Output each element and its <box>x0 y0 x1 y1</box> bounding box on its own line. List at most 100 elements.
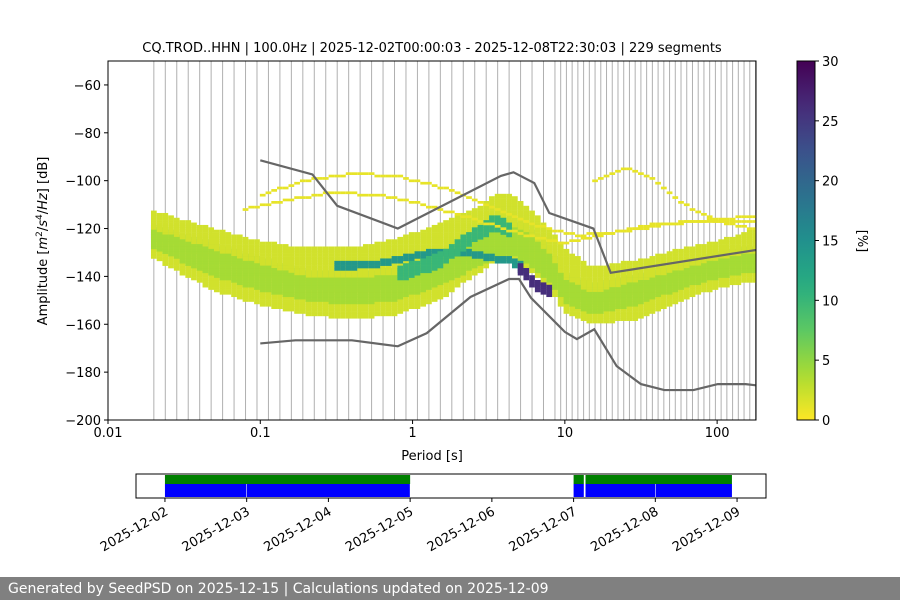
psd-cell <box>351 248 358 252</box>
psd-cell <box>150 220 157 223</box>
psd-cell <box>494 196 501 199</box>
psd-cell <box>592 308 598 312</box>
psd-cell <box>219 282 226 286</box>
psd-cell <box>695 253 702 257</box>
psd-cell <box>328 253 335 257</box>
psd-cell <box>626 282 633 286</box>
psd-cell <box>534 227 541 231</box>
psd-cell <box>156 251 163 254</box>
psd-cell <box>678 277 684 281</box>
psd-cell <box>299 294 306 298</box>
psd-cell <box>254 268 260 271</box>
psd-cell <box>592 265 598 269</box>
psd-cell <box>173 222 180 226</box>
psd-cell <box>546 282 553 286</box>
psd-cell <box>683 296 690 300</box>
psd-cell <box>666 291 673 295</box>
psd-cell <box>741 277 747 281</box>
psd-cell <box>351 301 358 305</box>
psd-cell <box>219 275 226 278</box>
psd-cell <box>626 318 633 321</box>
psd-cell <box>351 268 358 271</box>
psd-cell <box>351 303 358 307</box>
psd-cell <box>185 224 192 228</box>
psd-cell <box>403 294 409 298</box>
psd-cell <box>557 289 564 293</box>
psd-cell <box>294 277 300 281</box>
psd-cell <box>168 248 174 252</box>
psd-cell <box>569 301 576 305</box>
psd-cell <box>477 217 484 221</box>
psd-cell <box>689 253 696 257</box>
psd-cell <box>265 296 272 300</box>
psd-cell <box>712 284 719 288</box>
psd-cell <box>414 251 421 254</box>
psd-cell <box>546 244 553 247</box>
psd-cell <box>729 236 736 240</box>
psd-cell <box>420 279 427 283</box>
psd-cell <box>615 294 621 298</box>
psd-cell <box>466 246 472 250</box>
psd-cell <box>173 239 180 242</box>
psd-cell <box>299 277 306 281</box>
psd-cell <box>712 248 719 252</box>
psd-cell <box>380 248 386 252</box>
psd-cell <box>580 270 587 274</box>
psd-cell <box>334 246 341 250</box>
psd-cell <box>500 256 507 259</box>
psd-cell <box>500 203 507 207</box>
psd-cell <box>185 244 192 247</box>
psd-cell <box>431 284 438 288</box>
psd-cell <box>695 275 702 278</box>
psd-cell <box>592 268 598 271</box>
psd-cell <box>489 248 495 252</box>
psd-cell <box>563 275 570 278</box>
psd-cell <box>202 260 209 264</box>
psd-cell <box>408 258 415 262</box>
psd-cell <box>540 222 547 226</box>
psd-cell <box>603 272 610 276</box>
psd-cell <box>517 239 524 242</box>
psd-cell <box>328 315 335 319</box>
psd-cell <box>580 299 587 302</box>
psd-cell <box>597 313 604 317</box>
psd-cell <box>735 256 742 259</box>
psd-cell <box>179 236 186 240</box>
psd-cell <box>408 232 415 235</box>
psd-cell <box>271 256 278 259</box>
psd-cell <box>271 258 278 262</box>
psd-cell <box>391 253 398 257</box>
psd-cell <box>328 268 335 271</box>
psd-cell <box>603 277 610 281</box>
psd-cell <box>466 224 472 228</box>
psd-cell <box>219 234 226 238</box>
psd-cell <box>448 270 455 274</box>
psd-cell <box>345 299 352 302</box>
psd-cell <box>408 239 415 242</box>
psd-cell <box>529 246 535 250</box>
psd-cell <box>259 268 266 271</box>
psd-cell <box>248 272 255 276</box>
psd-cell <box>254 287 260 290</box>
psd-cell <box>345 279 352 283</box>
psd-cell <box>420 232 427 235</box>
psd-cell <box>380 263 386 266</box>
psd-cell <box>340 315 346 319</box>
psd-cell <box>729 258 736 262</box>
psd-cell <box>334 263 341 266</box>
psd-cell <box>718 268 724 271</box>
psd-cell <box>695 260 702 264</box>
psd-cell <box>557 256 564 259</box>
psd-cell <box>689 275 696 278</box>
psd-cell <box>443 265 449 269</box>
psd-cell <box>357 258 363 262</box>
psd-cell <box>374 246 381 250</box>
psd-cell <box>236 248 243 252</box>
psd-cell <box>638 299 644 302</box>
psd-cell <box>701 244 707 247</box>
psd-cell <box>569 260 576 264</box>
psd-cell <box>322 277 329 281</box>
psd-cell <box>701 268 707 271</box>
psd-cell <box>523 229 530 233</box>
psd-cell <box>489 256 495 259</box>
